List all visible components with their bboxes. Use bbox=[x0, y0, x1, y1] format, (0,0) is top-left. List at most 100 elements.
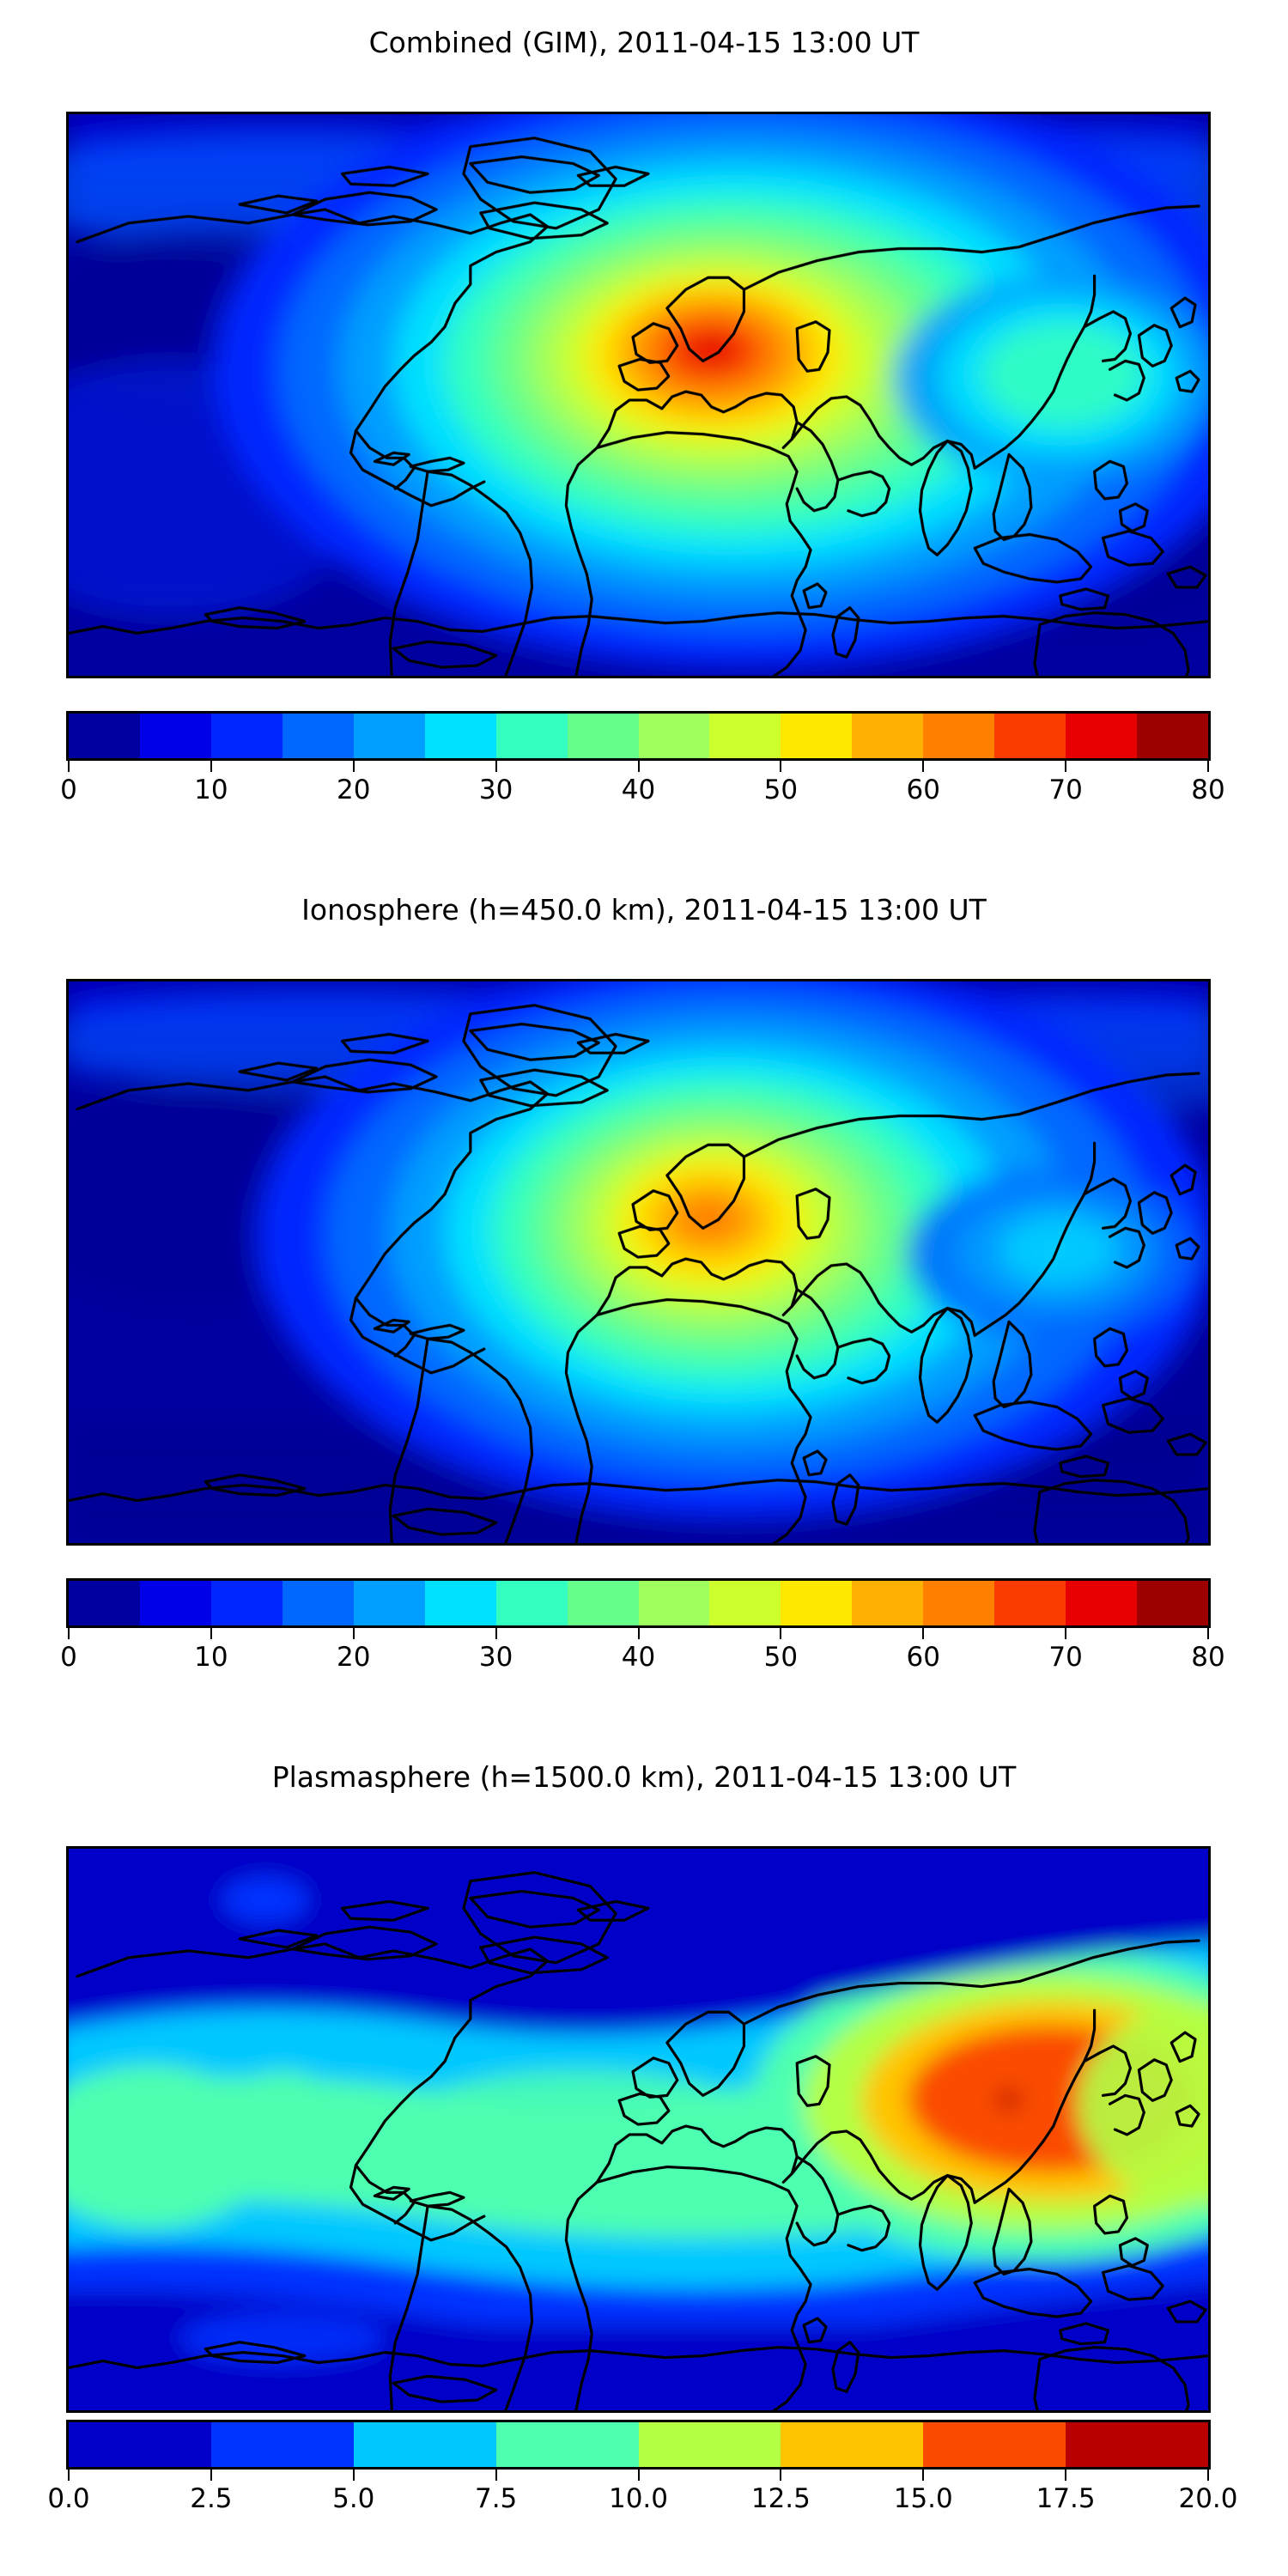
plasmasphere-colorbar-ticklabels: 0.0 2.5 5.0 7.5 10.0 12.5 15.0 17.5 20.0 bbox=[47, 2482, 1237, 2518]
panel-combined: Combined (GIM), 2011-04-15 13:00 UT bbox=[0, 26, 1288, 59]
colorbar-band bbox=[424, 1581, 496, 1625]
colorbar-band bbox=[282, 714, 354, 758]
colorbar-band bbox=[1066, 714, 1138, 758]
colorbar-tick-label: 30 bbox=[478, 775, 513, 805]
colorbar-tick bbox=[780, 761, 782, 772]
colorbar-tick-label: 40 bbox=[621, 775, 656, 805]
colorbar-tick-label: 0.0 bbox=[47, 2483, 90, 2514]
colorbar-band bbox=[424, 714, 496, 758]
ionosphere-colorbar-ticks bbox=[66, 1628, 1211, 1640]
panel-title-plasmasphere: Plasmasphere (h=1500.0 km), 2011-04-15 1… bbox=[271, 1760, 1017, 1794]
colorbar-tick-label: 12.5 bbox=[750, 2483, 811, 2514]
colorbar-tick bbox=[637, 2470, 640, 2481]
colorbar-band bbox=[69, 2422, 211, 2467]
colorbar-tick bbox=[210, 1628, 212, 1639]
colorbar-tick-label: 20 bbox=[337, 1642, 371, 1673]
colorbar-tick bbox=[495, 1628, 497, 1639]
plasmasphere-colorbar: 0.0 2.5 5.0 7.5 10.0 12.5 15.0 17.5 20.0 bbox=[47, 2420, 1238, 2518]
colorbar-band bbox=[638, 1581, 710, 1625]
colorbar-tick-label: 70 bbox=[1048, 775, 1083, 805]
combined-tec-map bbox=[66, 112, 1211, 678]
colorbar-band bbox=[495, 714, 568, 758]
colorbar-tick-label: 10 bbox=[194, 1642, 228, 1673]
panel-title-ionosphere: Ionosphere (h=450.0 km), 2011-04-15 13:0… bbox=[301, 893, 987, 927]
colorbar-band bbox=[638, 714, 710, 758]
colorbar-band bbox=[353, 714, 425, 758]
colorbar-tick-label: 80 bbox=[1191, 1642, 1225, 1673]
ionosphere-colorbar-ticklabels: 0 10 20 30 40 50 60 70 80 bbox=[60, 1640, 1225, 1676]
colorbar-band bbox=[994, 714, 1066, 758]
combined-colorbar-ticklabels: 0 10 20 30 40 50 60 70 80 bbox=[60, 773, 1225, 809]
ionosphere-colorbar: 0 10 20 30 40 50 60 70 80 bbox=[60, 1578, 1225, 1676]
colorbar-band bbox=[139, 714, 211, 758]
colorbar-band bbox=[495, 1581, 568, 1625]
colorbar-band bbox=[994, 1581, 1066, 1625]
combined-colorbar-gradient bbox=[66, 711, 1211, 761]
colorbar-band bbox=[1137, 714, 1208, 758]
colorbar-band bbox=[69, 714, 140, 758]
colorbar-tick-label: 50 bbox=[763, 775, 799, 805]
colorbar-band bbox=[210, 2422, 354, 2467]
colorbar-band bbox=[495, 2422, 639, 2467]
colorbar-tick bbox=[352, 1628, 355, 1639]
colorbar-tick bbox=[922, 761, 925, 772]
colorbar-band bbox=[852, 714, 924, 758]
colorbar-band bbox=[567, 1581, 639, 1625]
colorbar-tick-label: 80 bbox=[1191, 775, 1225, 805]
colorbar-band bbox=[709, 1581, 781, 1625]
colorbar-band bbox=[1066, 2422, 1208, 2467]
colorbar-band bbox=[282, 1581, 354, 1625]
colorbar-tick bbox=[68, 2470, 70, 2481]
colorbar-tick-label: 70 bbox=[1048, 1642, 1083, 1673]
plasmasphere-tec-map bbox=[66, 1846, 1211, 2413]
colorbar-tick-label: 15.0 bbox=[893, 2483, 953, 2514]
colorbar-tick-label: 17.5 bbox=[1036, 2483, 1096, 2514]
colorbar-tick bbox=[1065, 1628, 1067, 1639]
colorbar-band bbox=[923, 2422, 1066, 2467]
colorbar-band bbox=[781, 1581, 853, 1625]
colorbar-tick-label: 0 bbox=[60, 775, 77, 805]
colorbar-tick bbox=[352, 761, 355, 772]
colorbar-band bbox=[69, 1581, 140, 1625]
plasmasphere-colorbar-ticks bbox=[66, 2470, 1211, 2482]
colorbar-band bbox=[781, 714, 853, 758]
combined-colorbar: 0 10 20 30 40 50 60 70 80 bbox=[60, 711, 1225, 809]
colorbar-band bbox=[210, 1581, 283, 1625]
colorbar-band bbox=[353, 1581, 425, 1625]
colorbar-band bbox=[923, 714, 995, 758]
colorbar-tick bbox=[495, 761, 497, 772]
colorbar-band bbox=[353, 2422, 496, 2467]
colorbar-tick-label: 60 bbox=[906, 775, 940, 805]
panel-plasmasphere: Plasmasphere (h=1500.0 km), 2011-04-15 1… bbox=[0, 1760, 1288, 1794]
colorbar-tick-label: 5.0 bbox=[332, 2483, 375, 2514]
colorbar-band bbox=[567, 714, 639, 758]
colorbar-band bbox=[923, 1581, 995, 1625]
colorbar-tick-label: 40 bbox=[621, 1642, 656, 1673]
colorbar-tick-label: 10 bbox=[194, 775, 228, 805]
colorbar-band bbox=[1137, 1581, 1208, 1625]
colorbar-band bbox=[139, 1581, 211, 1625]
colorbar-tick bbox=[780, 2470, 782, 2481]
colorbar-tick bbox=[922, 1628, 925, 1639]
colorbar-tick-label: 20 bbox=[337, 775, 371, 805]
colorbar-tick bbox=[68, 761, 70, 772]
colorbar-band bbox=[638, 2422, 781, 2467]
panel-title-combined: Combined (GIM), 2011-04-15 13:00 UT bbox=[368, 26, 920, 59]
colorbar-tick bbox=[1207, 1628, 1209, 1639]
colorbar-band bbox=[1066, 1581, 1138, 1625]
colorbar-tick bbox=[210, 2470, 212, 2481]
colorbar-tick bbox=[495, 2470, 497, 2481]
colorbar-tick bbox=[780, 1628, 782, 1639]
panel-ionosphere: Ionosphere (h=450.0 km), 2011-04-15 13:0… bbox=[0, 893, 1288, 927]
ionosphere-colorbar-gradient bbox=[66, 1578, 1211, 1628]
colorbar-tick-label: 50 bbox=[763, 1642, 799, 1673]
colorbar-tick bbox=[1207, 2470, 1209, 2481]
colorbar-tick-label: 60 bbox=[906, 1642, 940, 1673]
colorbar-band bbox=[781, 2422, 924, 2467]
colorbar-tick bbox=[637, 1628, 640, 1639]
colorbar-tick-label: 10.0 bbox=[608, 2483, 669, 2514]
colorbar-tick bbox=[922, 2470, 925, 2481]
colorbar-band bbox=[852, 1581, 924, 1625]
colorbar-tick bbox=[1207, 761, 1209, 772]
